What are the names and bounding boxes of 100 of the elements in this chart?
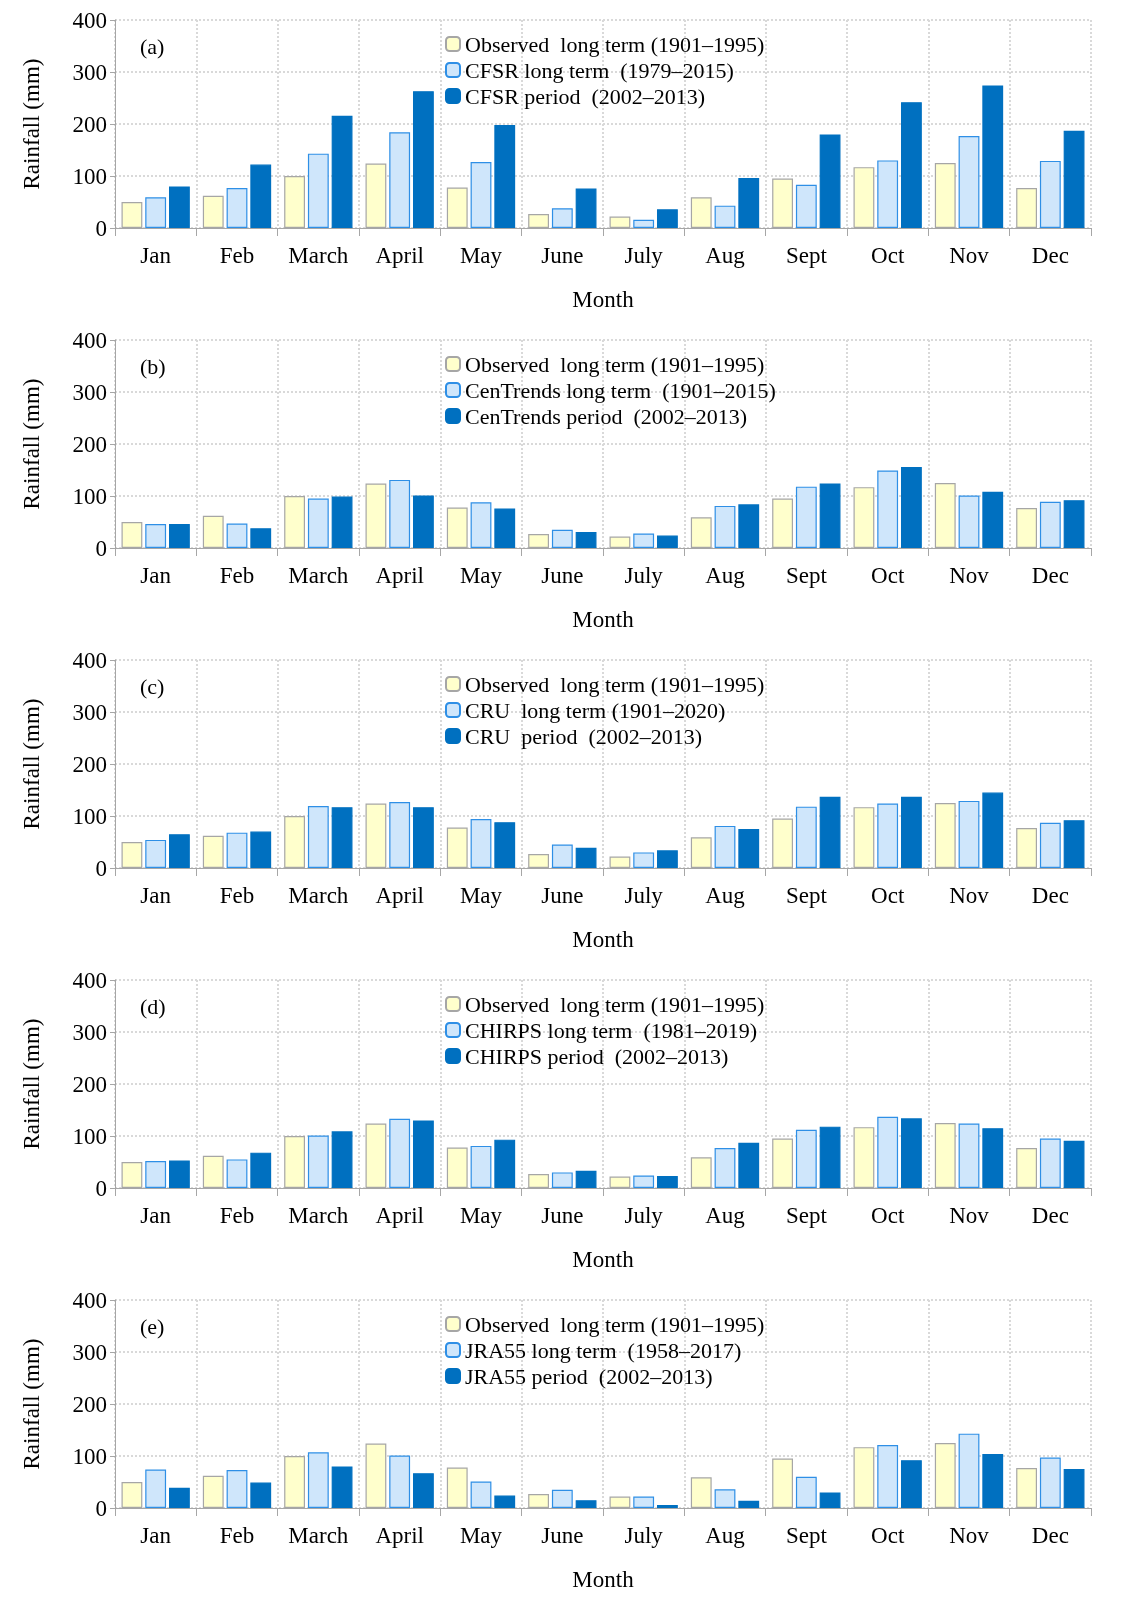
bar [901, 102, 922, 228]
bar [1063, 1469, 1085, 1508]
bar [470, 1481, 492, 1508]
bar [413, 1120, 434, 1188]
text: (e) [140, 1313, 165, 1339]
bar [389, 1455, 411, 1508]
x-tick-label: June [541, 243, 584, 268]
bar [575, 188, 597, 228]
legend-label: CRU period (2002–2013) [465, 723, 703, 749]
x-axis-title: Month [572, 1247, 635, 1272]
y-tick-label: 300 [72, 1019, 107, 1045]
bar [982, 792, 1004, 868]
bar [250, 831, 272, 868]
bar [470, 1145, 492, 1188]
bar [389, 479, 411, 548]
legend-label: Observed long term (1901–1995) [465, 351, 765, 377]
legend-label: CHIRPS period (2002–2013) [465, 1043, 729, 1069]
x-axis-title: Month [572, 287, 635, 312]
bar [470, 502, 492, 548]
bar [145, 1469, 167, 1508]
bar [633, 219, 655, 228]
bar [331, 496, 353, 548]
x-tick-label: April [375, 883, 424, 908]
y-tick-label: 200 [72, 1071, 107, 1097]
y-tick-label: 200 [72, 431, 107, 457]
bar [250, 1152, 272, 1188]
x-tick-label: Feb [219, 243, 255, 268]
bar [657, 535, 678, 548]
x-tick-label: June [541, 1523, 584, 1548]
y-axis-title: Rainfall (mm) [19, 1018, 44, 1150]
bar [575, 531, 597, 548]
x-tick-label: May [459, 563, 503, 588]
x-tick-label: Aug [705, 563, 746, 588]
y-tick-label: 400 [72, 647, 107, 673]
bar [494, 1495, 516, 1508]
x-axis-title: Month [572, 607, 635, 632]
bar [1039, 501, 1061, 548]
bar [494, 125, 516, 228]
bar [877, 160, 899, 228]
legend-label: Observed long term (1901–1995) [465, 671, 765, 697]
y-tick-label: 0 [95, 855, 107, 881]
y-tick-label: 0 [95, 215, 107, 241]
bar [145, 1160, 167, 1188]
y-tick-label: 400 [72, 1287, 107, 1313]
bar [389, 132, 411, 228]
x-tick-label: Oct [871, 1523, 905, 1548]
bar [819, 796, 841, 868]
bar [795, 1476, 817, 1508]
bar [738, 504, 760, 548]
y-tick-label: 200 [72, 751, 107, 777]
x-tick-label: June [541, 883, 584, 908]
y-tick-label: 100 [72, 1123, 107, 1149]
x-tick-label: March [288, 563, 349, 588]
x-tick-label: Oct [871, 883, 905, 908]
y-tick-label: 400 [72, 7, 107, 33]
bar [169, 834, 190, 868]
legend-label: CHIRPS long term (1981–2019) [465, 1017, 758, 1043]
bar [470, 161, 492, 228]
bar [389, 1118, 411, 1188]
bar [145, 197, 167, 228]
bar [575, 1500, 597, 1508]
bar [958, 1123, 980, 1188]
bar [795, 1129, 817, 1188]
x-tick-label: Jan [140, 1523, 172, 1548]
legend-label: CRU long term (1901–2020) [465, 697, 726, 723]
bar [795, 806, 817, 868]
bar [226, 523, 248, 548]
bar [738, 1500, 760, 1508]
bar [551, 529, 573, 548]
x-tick-label: Jan [140, 883, 172, 908]
x-axis-title: Month [572, 1567, 635, 1592]
x-tick-label: Feb [219, 563, 255, 588]
bar [331, 115, 353, 228]
bar [307, 806, 329, 868]
bar [226, 832, 248, 868]
bar [551, 1172, 573, 1188]
bar [958, 1433, 980, 1508]
bar [575, 1170, 597, 1188]
legend-label: CenTrends long term (1901–2015) [465, 377, 776, 403]
bar [413, 807, 434, 868]
x-tick-label: Sept [785, 243, 828, 268]
x-tick-label: May [459, 1203, 503, 1228]
x-tick-label: Sept [785, 1203, 828, 1228]
bar [877, 1445, 899, 1508]
bar [169, 524, 190, 548]
bar [738, 829, 760, 868]
x-tick-label: March [288, 243, 349, 268]
x-tick-label: Oct [871, 243, 905, 268]
bar [633, 1175, 655, 1188]
bar [226, 1470, 248, 1508]
bar [1039, 1138, 1061, 1188]
bar [413, 91, 434, 228]
legend-label: CFSR period (2002–2013) [465, 83, 706, 109]
y-tick-label: 100 [72, 163, 107, 189]
legend-label: Observed long term (1901–1995) [465, 31, 765, 57]
x-tick-label: April [375, 563, 424, 588]
bar [982, 491, 1004, 548]
x-tick-label: Sept [785, 883, 828, 908]
bar [307, 1452, 329, 1508]
bar [250, 1482, 272, 1508]
